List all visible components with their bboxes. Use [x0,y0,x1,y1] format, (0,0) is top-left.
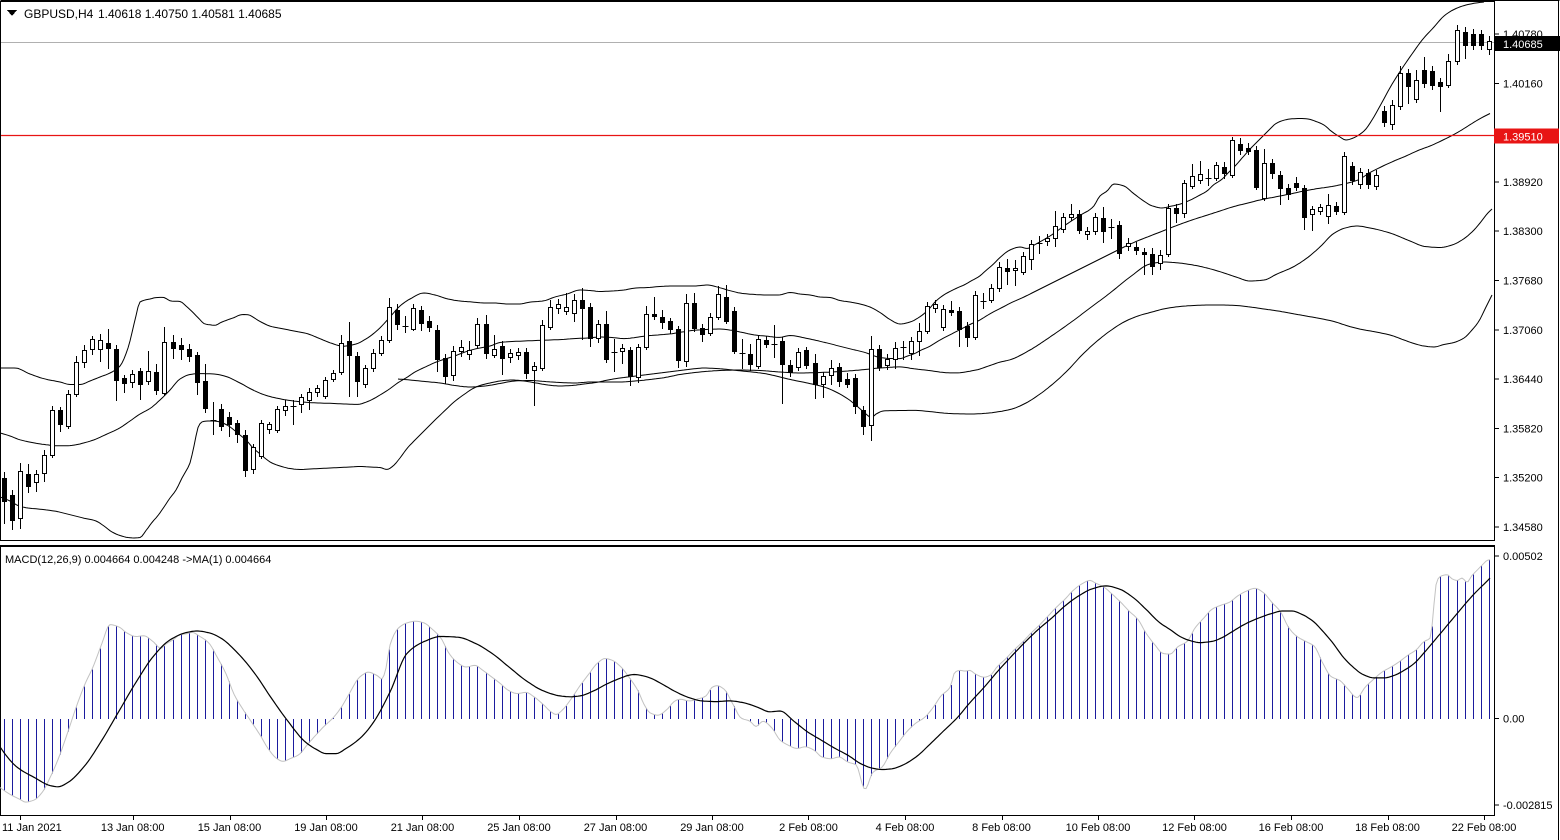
svg-text:27 Jan 08:00: 27 Jan 08:00 [584,822,648,834]
svg-text:1.39510: 1.39510 [1503,132,1543,144]
svg-text:8 Feb 08:00: 8 Feb 08:00 [972,822,1031,834]
svg-text:1.40618 1.40750 1.40581 1.4068: 1.40618 1.40750 1.40581 1.40685 [98,7,282,21]
svg-text:25 Jan 08:00: 25 Jan 08:00 [487,822,551,834]
svg-text:4 Feb 08:00: 4 Feb 08:00 [876,822,935,834]
svg-text:13 Jan 08:00: 13 Jan 08:00 [101,822,165,834]
svg-text:15 Jan 08:00: 15 Jan 08:00 [198,822,262,834]
svg-text:1.38920: 1.38920 [1503,177,1543,189]
svg-text:29 Jan 08:00: 29 Jan 08:00 [680,822,744,834]
svg-text:1.37060: 1.37060 [1503,325,1543,337]
svg-text:1.38300: 1.38300 [1503,226,1543,238]
svg-text:1.40160: 1.40160 [1503,78,1543,90]
svg-text:-0.002815: -0.002815 [1503,800,1553,812]
svg-text:1.40685: 1.40685 [1503,39,1543,51]
svg-text:22 Feb 08:00: 22 Feb 08:00 [1452,822,1517,834]
svg-text:GBPUSD,H4: GBPUSD,H4 [24,7,94,21]
svg-text:1.35820: 1.35820 [1503,423,1543,435]
svg-text:1.34580: 1.34580 [1503,522,1543,534]
svg-text:1.35200: 1.35200 [1503,473,1543,485]
svg-text:1.36440: 1.36440 [1503,374,1543,386]
svg-text:16 Feb 08:00: 16 Feb 08:00 [1259,822,1324,834]
svg-text:0.00: 0.00 [1503,714,1524,726]
svg-text:19 Jan 08:00: 19 Jan 08:00 [294,822,358,834]
svg-text:21 Jan 08:00: 21 Jan 08:00 [391,822,455,834]
svg-text:2 Feb 08:00: 2 Feb 08:00 [779,822,838,834]
svg-text:1.37680: 1.37680 [1503,276,1543,288]
svg-text:0.00502: 0.00502 [1503,551,1543,563]
svg-text:MACD(12,26,9) 0.004664 0.00424: MACD(12,26,9) 0.004664 0.004248 ->MA(1) … [5,554,271,566]
svg-text:12 Feb 08:00: 12 Feb 08:00 [1162,822,1227,834]
svg-text:11 Jan 2021: 11 Jan 2021 [2,822,62,834]
svg-text:18 Feb 08:00: 18 Feb 08:00 [1355,822,1420,834]
svg-text:10 Feb 08:00: 10 Feb 08:00 [1066,822,1131,834]
